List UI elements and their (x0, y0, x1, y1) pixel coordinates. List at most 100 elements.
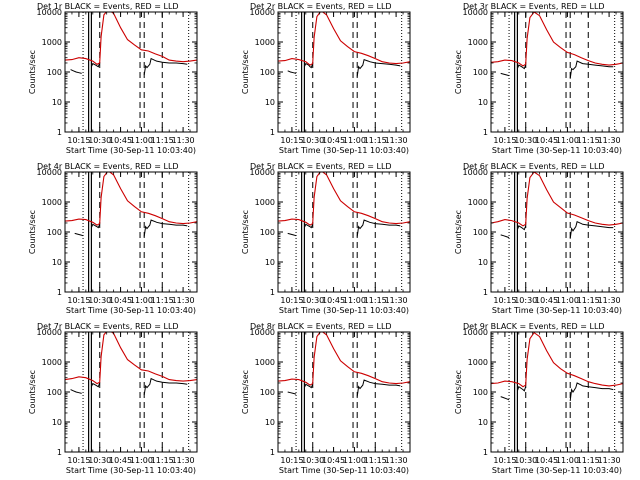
events-series-line (303, 383, 314, 389)
y-tick-label: 100 (47, 388, 62, 397)
x-tick-label: 11:30 (172, 296, 195, 305)
x-axis-label: Start Time (30-Sep-11 10:03:40) (279, 306, 409, 315)
x-axis-label: Start Time (30-Sep-11 10:03:40) (279, 146, 409, 155)
y-tick-label: 100 (260, 228, 275, 237)
panel-det-5: Det 5r BLACK = Events, RED = LLD 1 10 100 10… (241, 162, 411, 315)
y-tick-label: 10000 (463, 328, 488, 337)
x-tick-label: 10:45 (109, 296, 132, 305)
x-tick-label: 10:45 (535, 136, 558, 145)
x-axis-label: Start Time (30-Sep-11 10:03:40) (66, 146, 196, 155)
x-tick-label: 10:30 (514, 296, 537, 305)
x-tick-label: 10:15 (67, 136, 90, 145)
x-tick-label: 10:45 (322, 456, 345, 465)
events-series-line (287, 232, 297, 237)
panel-title: Det 5r BLACK = Events, RED = LLD (250, 162, 392, 171)
events-series-line (70, 389, 82, 394)
plot-frame (64, 171, 198, 293)
events-series-line (569, 382, 614, 402)
x-tick-label: 10:15 (280, 456, 303, 465)
y-tick-label: 10000 (37, 168, 62, 177)
events-series-line (569, 220, 614, 239)
lld-series-line (491, 172, 623, 227)
panel-title: Det 6r BLACK = Events, RED = LLD (463, 162, 605, 171)
x-tick-label: 10:45 (109, 136, 132, 145)
x-tick-label: 11:00 (130, 456, 153, 465)
y-axis-label: Counts/sec (241, 370, 250, 414)
plot-frame (64, 331, 198, 453)
x-tick-label: 11:00 (130, 136, 153, 145)
x-tick-label: 11:15 (151, 296, 174, 305)
y-tick-label: 1 (270, 128, 275, 137)
x-axis-label: Start Time (30-Sep-11 10:03:40) (279, 466, 409, 475)
x-tick-label: 11:00 (556, 296, 579, 305)
panel-title: Det 1r BLACK = Events, RED = LLD (37, 2, 179, 11)
y-tick-label: 10000 (463, 8, 488, 17)
y-tick-label: 1000 (42, 358, 62, 367)
x-tick-label: 11:30 (172, 456, 195, 465)
x-tick-label: 10:30 (514, 456, 537, 465)
y-axis-label: Counts/sec (454, 50, 463, 94)
x-tick-label: 11:00 (343, 136, 366, 145)
y-tick-label: 1 (57, 128, 62, 137)
y-axis-label: Counts/sec (28, 210, 37, 254)
x-tick-label: 11:30 (172, 136, 195, 145)
y-tick-label: 10 (52, 98, 62, 107)
events-series-line (356, 379, 401, 397)
y-tick-label: 1 (270, 448, 275, 457)
lld-series-line (65, 172, 197, 226)
panel-det-8: Det 8r BLACK = Events, RED = LLD 1 10 100 10… (241, 322, 411, 475)
events-series-line (143, 219, 188, 237)
x-tick-label: 10:30 (514, 136, 537, 145)
plot-frame (64, 11, 198, 133)
x-tick-label: 11:30 (598, 296, 621, 305)
y-tick-label: 10 (478, 98, 488, 107)
y-tick-label: 100 (47, 68, 62, 77)
x-tick-label: 10:15 (493, 456, 516, 465)
y-axis-label: Counts/sec (241, 210, 250, 254)
x-axis-label: Start Time (30-Sep-11 10:03:40) (492, 466, 622, 475)
y-tick-label: 100 (260, 388, 275, 397)
events-series-line (500, 72, 510, 77)
plot-frame (490, 11, 624, 133)
x-axis-label: Start Time (30-Sep-11 10:03:40) (66, 466, 196, 475)
events-series-line (287, 391, 297, 395)
events-series-line (90, 223, 101, 229)
x-tick-label: 11:15 (577, 456, 600, 465)
y-tick-label: 1000 (255, 38, 275, 47)
x-tick-label: 10:30 (88, 456, 111, 465)
plot-frame (277, 171, 411, 293)
events-series-line (516, 225, 527, 231)
plot-frame (490, 171, 624, 293)
x-tick-label: 10:30 (88, 136, 111, 145)
x-tick-label: 11:30 (385, 456, 408, 465)
panel-det-6: Det 6r BLACK = Events, RED = LLD 1 10 100 10… (454, 162, 624, 315)
y-tick-label: 10 (478, 258, 488, 267)
y-tick-label: 100 (473, 228, 488, 237)
y-tick-label: 100 (47, 228, 62, 237)
events-series-line (500, 234, 510, 239)
y-axis-label: Counts/sec (241, 50, 250, 94)
lld-series-line (278, 12, 410, 66)
x-tick-label: 10:45 (322, 296, 345, 305)
y-axis-label: Counts/sec (454, 210, 463, 254)
events-series-line (569, 60, 614, 79)
y-tick-label: 10 (265, 98, 275, 107)
x-tick-label: 11:00 (343, 456, 366, 465)
x-tick-label: 10:45 (109, 456, 132, 465)
y-tick-label: 10 (52, 418, 62, 427)
panel-title: Det 2r BLACK = Events, RED = LLD (250, 2, 392, 11)
x-tick-label: 10:30 (301, 136, 324, 145)
panel-title: Det 8r BLACK = Events, RED = LLD (250, 322, 392, 331)
events-series-line (143, 57, 188, 75)
x-tick-label: 11:30 (598, 456, 621, 465)
y-axis-label: Counts/sec (454, 370, 463, 414)
plot-content (278, 172, 410, 292)
x-tick-label: 11:30 (598, 136, 621, 145)
x-tick-label: 10:45 (322, 136, 345, 145)
y-tick-label: 10000 (250, 168, 275, 177)
x-tick-label: 11:30 (385, 296, 408, 305)
y-tick-label: 1 (483, 288, 488, 297)
y-axis-label: Counts/sec (28, 50, 37, 94)
plot-content (278, 12, 410, 132)
